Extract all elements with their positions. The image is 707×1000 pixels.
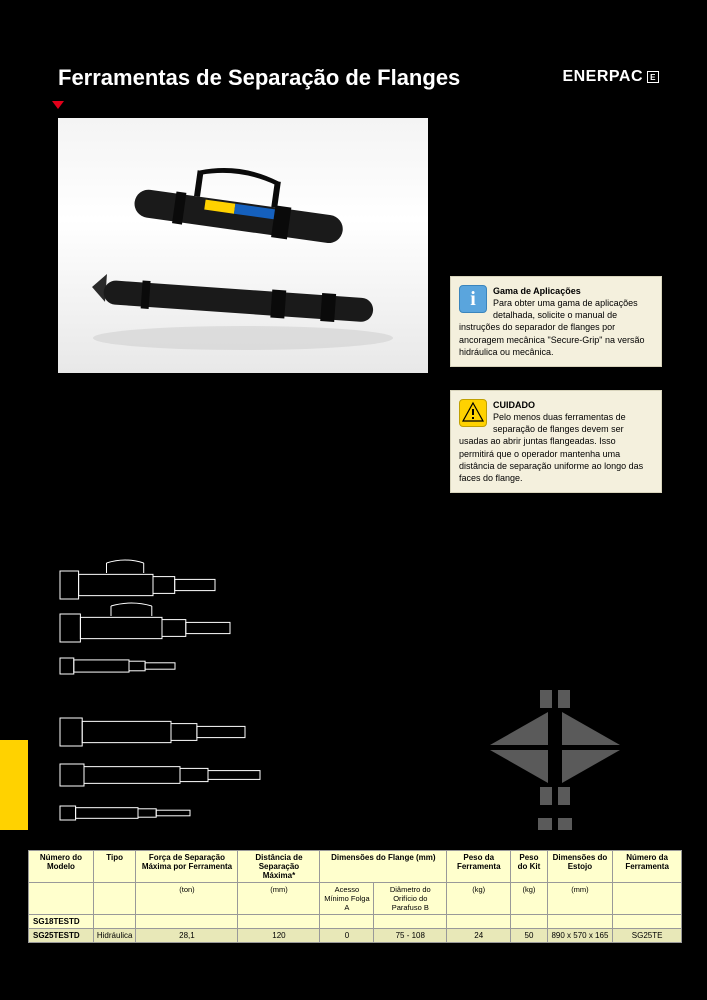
table-header: Peso da Ferramenta — [447, 851, 511, 883]
table-cell: 24 — [447, 929, 511, 943]
table-subheader: (mm) — [238, 883, 320, 915]
spec-table: Número do ModeloTipoForça de Separação M… — [28, 850, 682, 943]
table-row: SG25TESTDHidráulica28,1120075 - 10824508… — [29, 929, 682, 943]
caution-box: CUIDADO Pelo menos duas ferramentas de s… — [450, 390, 662, 493]
table-cell — [238, 915, 320, 929]
table-subheader — [93, 883, 136, 915]
product-photo — [58, 118, 428, 373]
model-cell: SG18TESTD — [29, 915, 94, 929]
tool-outline — [58, 642, 183, 678]
tool-outline — [58, 790, 198, 824]
tool-outline — [58, 598, 238, 646]
table-header: Distância de Separação Máxima* — [238, 851, 320, 883]
table-cell — [93, 915, 136, 929]
table-row: SG18TESTD — [29, 915, 682, 929]
model-cell: SG25TESTD — [29, 929, 94, 943]
warning-icon — [459, 399, 487, 427]
info-body: Para obter uma gama de aplicações detalh… — [459, 297, 653, 358]
table-header: Número da Ferramenta — [613, 851, 682, 883]
accent-triangle-icon — [52, 101, 64, 109]
table-cell: 28,1 — [136, 929, 238, 943]
table-cell — [136, 915, 238, 929]
table-subheader: (ton) — [136, 883, 238, 915]
caution-title: CUIDADO — [459, 399, 653, 411]
table-cell — [511, 915, 547, 929]
table-header: Dimensões do Flange (mm) — [320, 851, 447, 883]
brand-logo: ENERPAC E — [562, 68, 659, 86]
page-tab — [0, 740, 28, 830]
table-subheader: Diâmetro do Orifício do Parafuso B — [374, 883, 447, 915]
flange-diagram — [450, 690, 660, 840]
table-subheader: (kg) — [447, 883, 511, 915]
table-cell: 120 — [238, 929, 320, 943]
brand-text: ENERPAC — [562, 68, 643, 86]
table-subheader — [613, 883, 682, 915]
table-cell: 0 — [320, 929, 374, 943]
info-applications: i Gama de Aplicações Para obter uma gama… — [450, 276, 662, 367]
table-cell — [447, 915, 511, 929]
table-subheader: (mm) — [547, 883, 613, 915]
table-header: Dimensões do Estojo — [547, 851, 613, 883]
brand-icon: E — [647, 71, 659, 83]
caution-body: Pelo menos duas ferramentas de separação… — [459, 411, 653, 484]
table-cell: SG25TE — [613, 929, 682, 943]
table-cell — [374, 915, 447, 929]
info-icon: i — [459, 285, 487, 313]
tool-outline — [58, 748, 268, 790]
table-subheader: (kg) — [511, 883, 547, 915]
page-title: Ferramentas de Separação de Flanges — [58, 65, 460, 91]
table-cell: 75 - 108 — [374, 929, 447, 943]
table-subheader: Acesso Mínimo Folga A — [320, 883, 374, 915]
table-header: Força de Separação Máxima por Ferramenta — [136, 851, 238, 883]
table-cell: 890 x 570 x 165 — [547, 929, 613, 943]
info-title: Gama de Aplicações — [459, 285, 653, 297]
table-cell — [320, 915, 374, 929]
table-header: Tipo — [93, 851, 136, 883]
table-cell — [613, 915, 682, 929]
table-header: Peso do Kit — [511, 851, 547, 883]
table-cell: 50 — [511, 929, 547, 943]
table-cell: Hidráulica — [93, 929, 136, 943]
table-header: Número do Modelo — [29, 851, 94, 883]
table-cell — [547, 915, 613, 929]
tool-outline — [58, 555, 223, 603]
tool-outline — [58, 702, 253, 750]
table-subheader — [29, 883, 94, 915]
